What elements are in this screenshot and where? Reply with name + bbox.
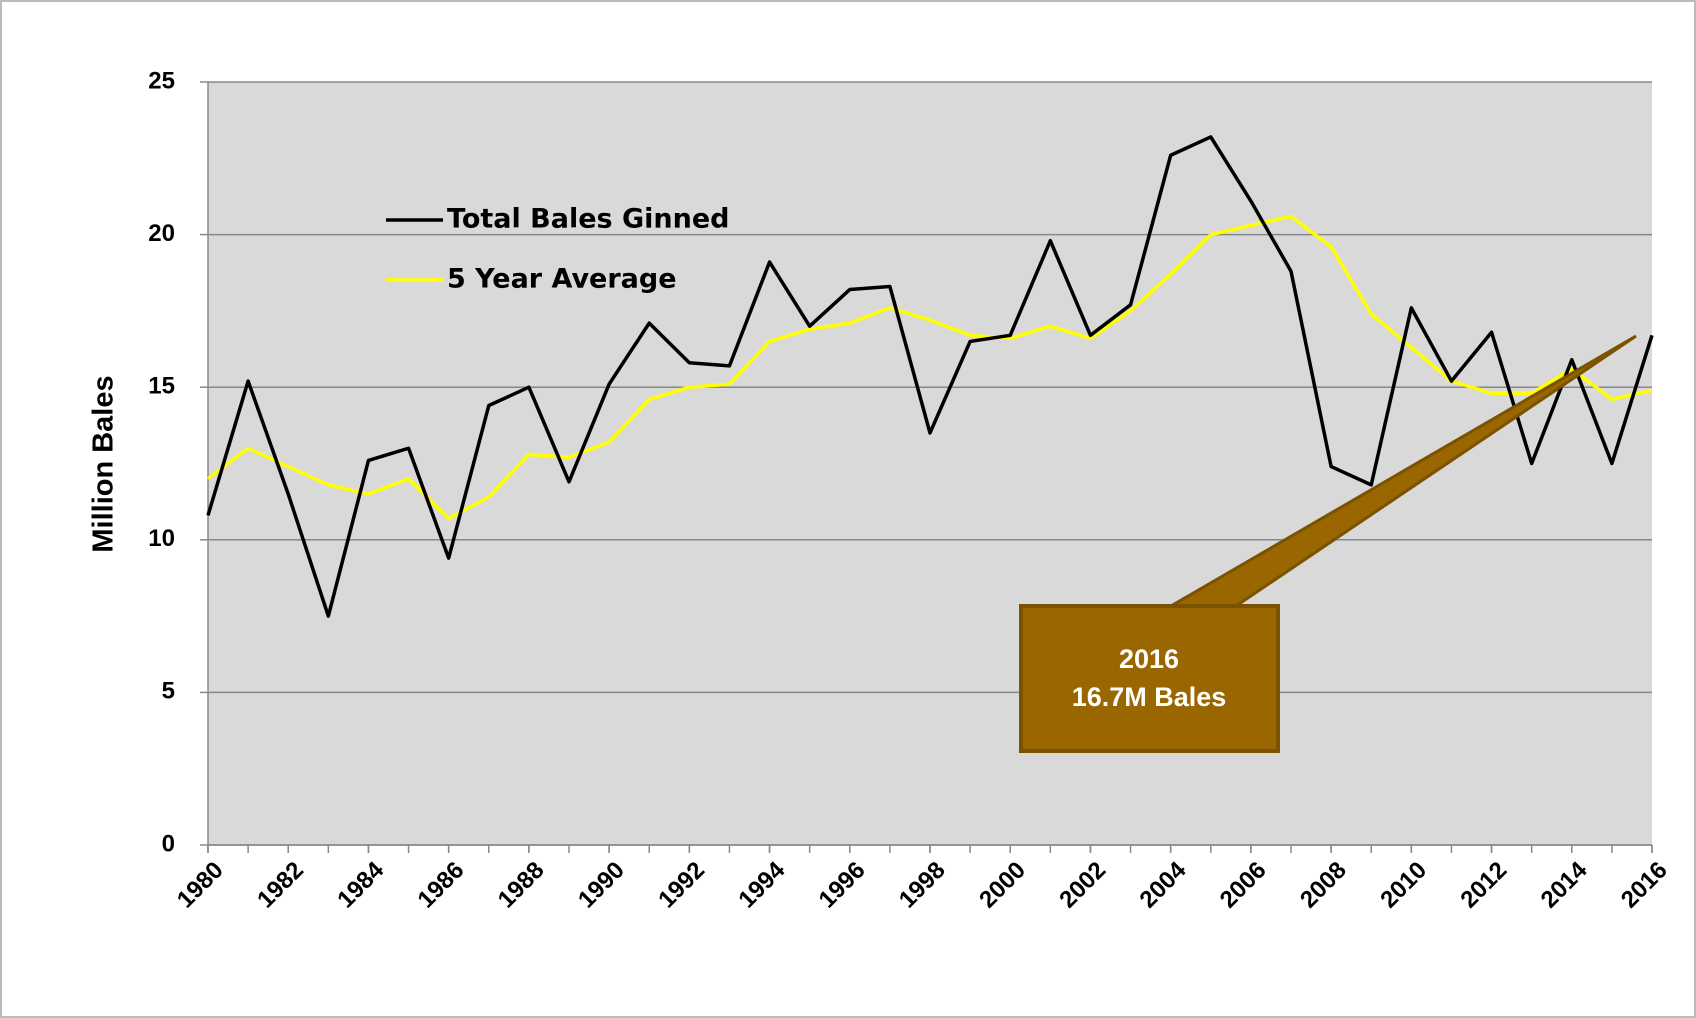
series-line (206, 135, 1654, 618)
plot-area (208, 82, 1652, 845)
y-tick-label: 20 (148, 220, 175, 247)
y-tick-label: 5 (162, 678, 175, 705)
y-tick-label: 10 (148, 525, 175, 552)
y-tick-label: 0 (162, 830, 175, 857)
y-tick-label: 15 (148, 373, 175, 400)
legend-label: 5 Year Average (447, 264, 677, 295)
callout-text: 2016 (1119, 644, 1179, 674)
y-tick-label: 25 (148, 67, 175, 94)
callout-box (1019, 604, 1280, 753)
y-axis-label: Million Bales (88, 375, 120, 552)
legend-label: Total Bales Ginned (447, 204, 730, 235)
series-line (206, 214, 1653, 521)
lines (206, 135, 1654, 618)
grid (200, 81, 1653, 853)
callout-text: 16.7M Bales (1072, 682, 1227, 712)
